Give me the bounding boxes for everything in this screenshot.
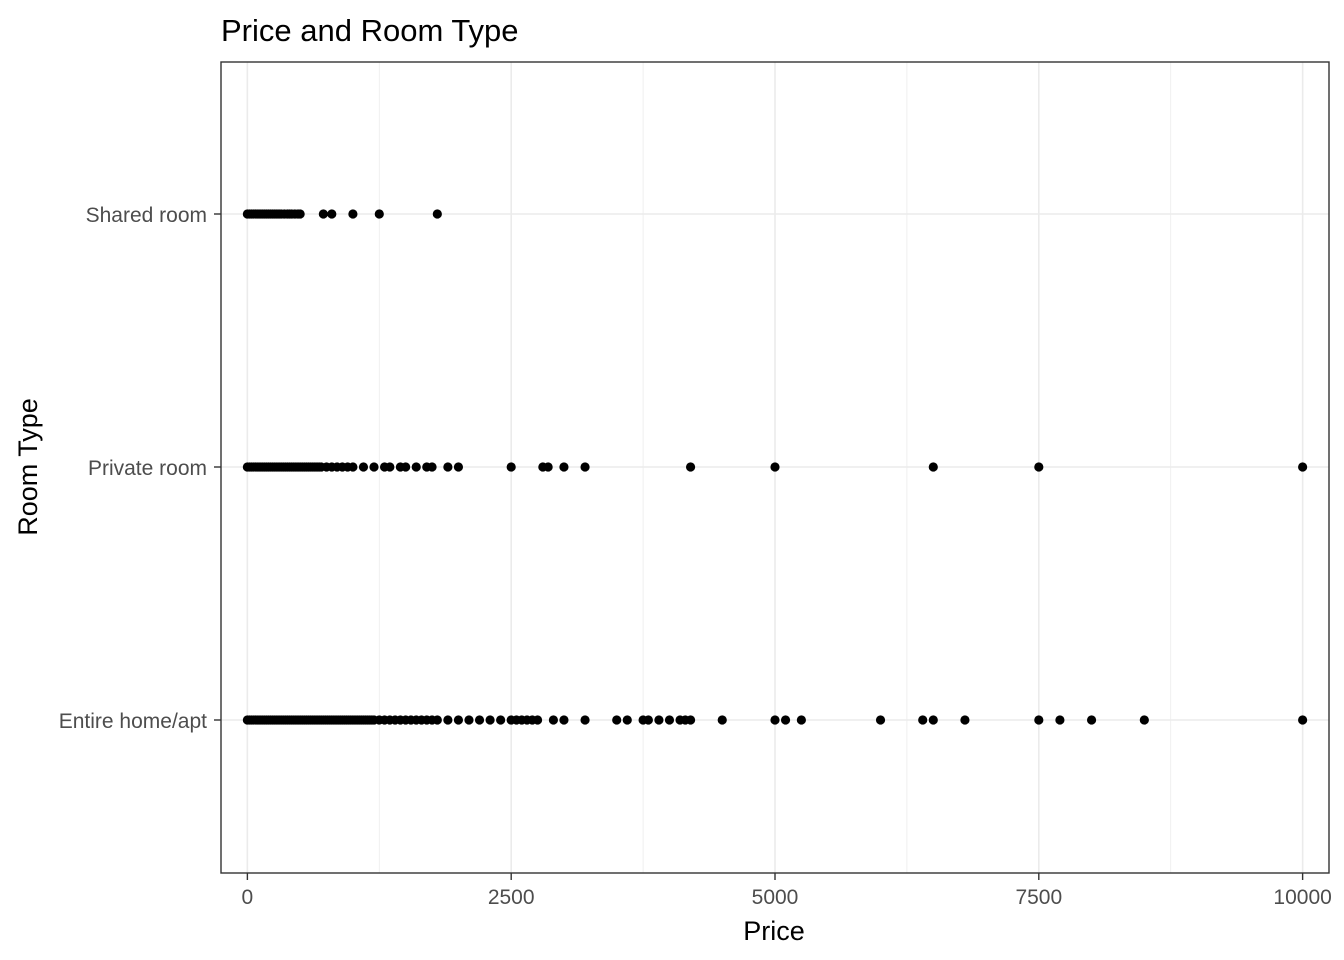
data-point xyxy=(685,715,696,725)
data-point xyxy=(875,715,886,725)
tick-labels: 0 2500 5000 7500 10000 Entire home/apt Private… xyxy=(59,204,1332,909)
data-point xyxy=(717,715,727,725)
data-point xyxy=(1034,715,1044,725)
y-tick-label: Entire home/apt xyxy=(59,710,207,733)
data-point xyxy=(401,462,411,472)
data-point xyxy=(327,209,337,219)
data-point xyxy=(796,715,806,725)
data-point xyxy=(295,209,305,219)
data-point xyxy=(427,462,437,472)
data-point xyxy=(543,462,553,472)
data-point xyxy=(780,715,791,725)
data-point xyxy=(654,715,664,725)
data-points xyxy=(242,209,1308,725)
data-point xyxy=(358,462,369,472)
data-point xyxy=(453,715,464,725)
data-point xyxy=(770,462,780,472)
x-tick-label: 5000 xyxy=(752,886,799,909)
data-point xyxy=(548,715,559,725)
data-point xyxy=(1139,715,1149,725)
data-point xyxy=(1298,462,1308,472)
data-point xyxy=(374,209,384,219)
data-point xyxy=(559,715,569,725)
y-axis-title: Room Type xyxy=(13,398,43,536)
x-tick-label: 10000 xyxy=(1273,886,1331,909)
x-tick-label: 0 xyxy=(242,886,254,909)
data-point xyxy=(369,462,379,472)
data-point xyxy=(580,462,590,472)
data-point xyxy=(928,715,938,725)
y-tick-label: Private room xyxy=(88,457,207,480)
data-point xyxy=(453,462,464,472)
data-point xyxy=(643,715,653,725)
data-point xyxy=(348,209,358,219)
data-point xyxy=(770,715,780,725)
data-point xyxy=(1034,462,1044,472)
x-axis-title: Price xyxy=(743,916,805,946)
data-point xyxy=(432,209,442,219)
data-point xyxy=(960,715,970,725)
data-point xyxy=(464,715,474,725)
data-point xyxy=(318,209,328,219)
data-point xyxy=(559,462,569,472)
data-point xyxy=(411,462,421,472)
data-point xyxy=(928,462,938,472)
data-point xyxy=(443,715,453,725)
data-point xyxy=(1086,715,1097,725)
data-point xyxy=(918,715,928,725)
data-point xyxy=(474,715,485,725)
data-point xyxy=(443,462,453,472)
data-point xyxy=(485,715,495,725)
data-point xyxy=(622,715,632,725)
data-point xyxy=(612,715,622,725)
x-tick-label: 2500 xyxy=(488,886,535,909)
data-point xyxy=(532,715,543,725)
data-point xyxy=(685,462,696,472)
data-point xyxy=(580,715,590,725)
data-point xyxy=(496,715,506,725)
y-tick-label: Shared room xyxy=(86,204,207,227)
axis-ticks xyxy=(214,213,1304,880)
chart-title: Price and Room Type xyxy=(221,13,519,48)
data-point xyxy=(1298,715,1308,725)
x-tick-label: 7500 xyxy=(1015,886,1062,909)
data-point xyxy=(385,462,395,472)
data-point xyxy=(1055,715,1065,725)
data-point xyxy=(432,715,442,725)
data-point xyxy=(348,462,358,472)
data-point xyxy=(506,462,516,472)
data-point xyxy=(664,715,675,725)
